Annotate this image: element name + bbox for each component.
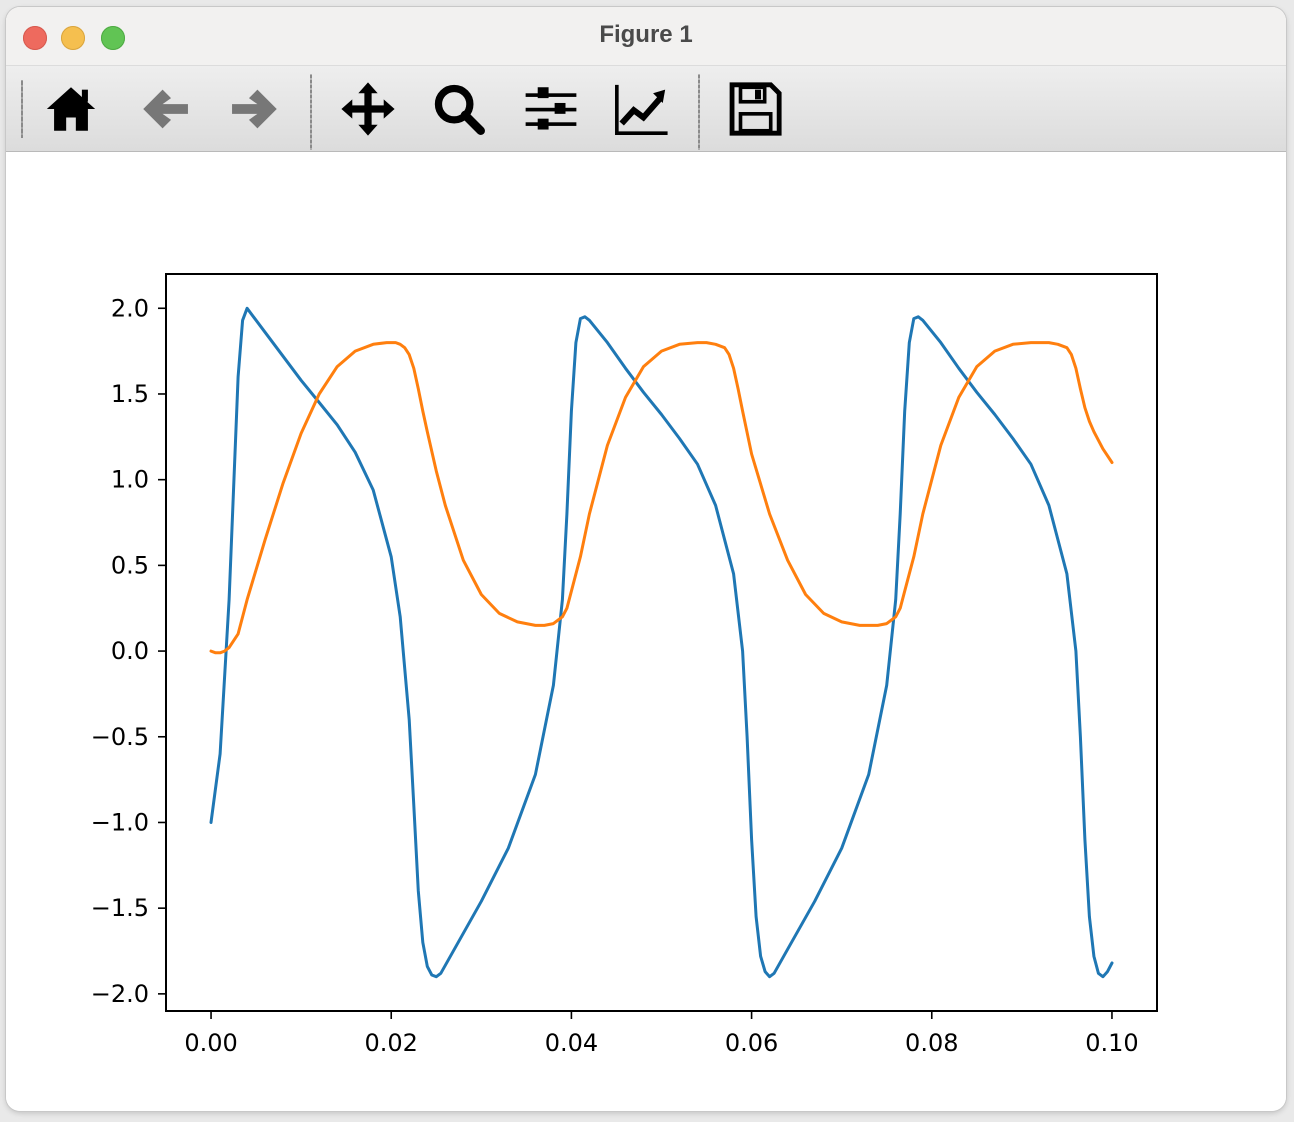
forward-button[interactable] <box>222 76 288 142</box>
figure-window: Figure 1 <box>6 7 1286 1111</box>
x-tick-label: 0.02 <box>365 1029 418 1057</box>
line-chart[interactable]: 0.00 0.02 0.04 0.06 0.08 0.10 −2.0 −1.5 −1.0 −0.… <box>6 152 1286 1111</box>
toolbar-grip[interactable] <box>21 80 23 138</box>
axes-frame <box>165 273 1158 1012</box>
home-icon <box>46 87 96 131</box>
pan-button[interactable] <box>335 76 401 142</box>
back-button[interactable] <box>132 76 198 142</box>
navigation-toolbar <box>6 66 1286 152</box>
figure-canvas[interactable]: 0.00 0.02 0.04 0.06 0.08 0.10 −2.0 −1.5 −1.0 −0.… <box>6 152 1286 1111</box>
y-tick-label: −2.0 <box>91 980 149 1008</box>
save-button[interactable] <box>722 76 788 142</box>
line-chart-icon <box>615 84 668 135</box>
magnifier-icon <box>434 84 485 135</box>
y-tick-label: −1.0 <box>91 808 149 836</box>
y-tick-label: 0.0 <box>111 637 149 665</box>
minimize-window-button[interactable] <box>61 26 85 50</box>
home-button[interactable] <box>38 76 104 142</box>
arrow-left-icon <box>143 89 188 129</box>
y-tick-label: 2.0 <box>111 294 149 322</box>
series-line-2 <box>209 341 1114 655</box>
zoom-button[interactable] <box>426 76 492 142</box>
y-tick-label: −0.5 <box>91 723 149 751</box>
zoom-window-button[interactable] <box>101 26 125 50</box>
x-tick-label: 0.10 <box>1085 1029 1138 1057</box>
x-tick-label: 0.06 <box>725 1029 778 1057</box>
customize-button[interactable] <box>608 76 674 142</box>
title-bar: Figure 1 <box>6 7 1286 66</box>
toolbar-separator <box>310 74 312 150</box>
toolbar-separator <box>698 74 700 150</box>
arrow-right-icon <box>232 89 277 129</box>
y-tick-label: −1.5 <box>91 894 149 922</box>
move-icon <box>341 82 395 136</box>
close-window-button[interactable] <box>23 26 47 50</box>
y-tick-label: 0.5 <box>111 551 149 579</box>
window-title: Figure 1 <box>599 21 693 48</box>
x-tick-label: 0.08 <box>905 1029 958 1057</box>
y-tick-label: 1.0 <box>111 466 149 494</box>
subplots-button[interactable] <box>518 76 584 142</box>
x-tick-label: 0.04 <box>545 1029 598 1057</box>
series-line-1 <box>209 306 1114 979</box>
sliders-icon <box>525 87 577 130</box>
x-tick-label: 0.00 <box>184 1029 237 1057</box>
y-tick-label: 1.5 <box>111 380 149 408</box>
floppy-disk-icon <box>729 82 782 136</box>
